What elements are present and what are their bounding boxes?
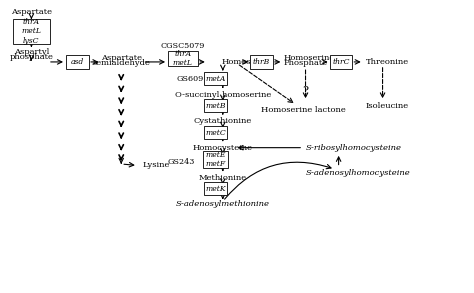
FancyBboxPatch shape [204,126,227,139]
Text: S-ribosylhomocysteine: S-ribosylhomocysteine [306,144,401,152]
FancyBboxPatch shape [204,99,227,112]
Text: semialdehyde: semialdehyde [92,59,150,67]
Text: phosphate: phosphate [9,53,54,61]
Text: Lysine: Lysine [143,161,170,169]
FancyBboxPatch shape [203,151,228,168]
Text: GS609: GS609 [177,75,204,83]
Text: metC: metC [205,129,226,137]
Text: thrB: thrB [253,58,270,66]
Text: thrA
metL
lysC: thrA metL lysC [21,18,41,45]
Text: Aspartate: Aspartate [11,8,52,16]
Text: Homoserine lactone: Homoserine lactone [261,106,346,114]
FancyBboxPatch shape [167,51,198,66]
Text: S-adenosylmethionine: S-adenosylmethionine [176,200,270,208]
FancyBboxPatch shape [66,55,89,69]
Text: O-succinyl homoserine: O-succinyl homoserine [175,91,271,98]
Text: Homoserine: Homoserine [222,58,273,66]
Text: Homocysteine: Homocysteine [193,144,253,152]
FancyBboxPatch shape [13,19,50,44]
Text: metK: metK [205,185,226,193]
Text: Aspartyl: Aspartyl [14,48,49,56]
Text: S-adenosylhomocysteine: S-adenosylhomocysteine [306,169,410,177]
FancyBboxPatch shape [329,55,352,69]
Text: asd: asd [71,58,84,66]
Text: CGSC5079: CGSC5079 [161,42,205,50]
Text: thrC: thrC [332,58,350,66]
FancyBboxPatch shape [204,72,227,85]
Text: Threonine: Threonine [365,58,409,66]
Text: Methionine: Methionine [199,174,247,182]
FancyBboxPatch shape [250,55,273,69]
Text: metB: metB [206,102,226,110]
Text: GS243: GS243 [167,158,195,166]
Text: metE
metF: metE metF [206,151,226,168]
Text: thrA
metL: thrA metL [173,50,192,67]
Text: Phosphate: Phosphate [283,59,328,67]
Text: Homoserine: Homoserine [283,54,335,62]
Text: metA: metA [206,75,226,83]
FancyBboxPatch shape [204,182,227,195]
Text: Aspartate: Aspartate [100,54,142,62]
Text: ?: ? [302,86,309,96]
Text: Isoleucine: Isoleucine [365,102,409,110]
Text: Cystathionine: Cystathionine [194,117,252,125]
